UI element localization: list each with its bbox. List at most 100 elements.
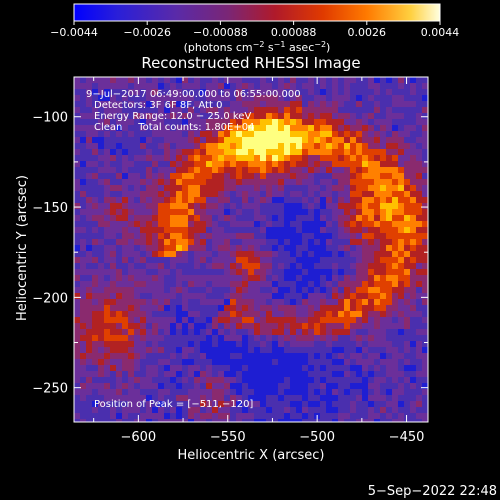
heatmap-cell bbox=[236, 83, 243, 90]
heatmap-cell bbox=[302, 245, 309, 252]
heatmap-cell bbox=[92, 263, 99, 270]
heatmap-cell bbox=[254, 263, 261, 270]
heatmap-cell bbox=[152, 161, 159, 168]
heatmap-cell bbox=[332, 161, 339, 168]
heatmap-cell bbox=[164, 329, 171, 336]
heatmap-cell bbox=[344, 419, 351, 422]
heatmap-cell bbox=[356, 191, 363, 198]
heatmap-cell bbox=[152, 275, 159, 282]
heatmap-cell bbox=[266, 347, 273, 354]
heatmap-cell bbox=[116, 191, 123, 198]
heatmap-cell bbox=[206, 161, 213, 168]
heatmap-cell bbox=[284, 137, 291, 144]
heatmap-cell bbox=[374, 221, 381, 228]
heatmap-cell bbox=[92, 419, 99, 422]
heatmap-cell bbox=[266, 143, 273, 150]
heatmap-cell bbox=[110, 125, 117, 132]
heatmap-cell bbox=[158, 371, 165, 378]
heatmap-cell bbox=[326, 365, 333, 372]
heatmap-cell bbox=[290, 155, 297, 162]
heatmap-cell bbox=[188, 155, 195, 162]
heatmap-cell bbox=[314, 113, 321, 120]
heatmap-cell bbox=[110, 395, 117, 402]
heatmap-cell bbox=[86, 161, 93, 168]
heatmap-cell bbox=[176, 185, 183, 192]
heatmap-cell bbox=[188, 353, 195, 360]
heatmap-cell bbox=[206, 149, 213, 156]
heatmap-cell bbox=[368, 263, 375, 270]
heatmap-cell bbox=[284, 89, 291, 96]
heatmap-cell bbox=[260, 167, 267, 174]
heatmap-cell bbox=[368, 119, 375, 126]
heatmap-cell bbox=[266, 101, 273, 108]
heatmap-cell bbox=[368, 335, 375, 342]
heatmap-cell bbox=[380, 155, 387, 162]
heatmap-cell bbox=[332, 281, 339, 288]
heatmap-cell bbox=[200, 107, 207, 114]
heatmap-cell bbox=[110, 209, 117, 216]
heatmap-cell bbox=[362, 293, 369, 300]
heatmap-cell bbox=[86, 131, 93, 138]
heatmap-cell bbox=[176, 335, 183, 342]
heatmap-cell bbox=[272, 275, 279, 282]
heatmap-cell bbox=[374, 119, 381, 126]
heatmap-cell bbox=[224, 401, 231, 408]
heatmap-cell bbox=[146, 101, 153, 108]
heatmap-cell bbox=[416, 101, 423, 108]
heatmap-cell bbox=[368, 395, 375, 402]
heatmap-cell bbox=[128, 353, 135, 360]
heatmap-cell bbox=[344, 233, 351, 240]
heatmap-cell bbox=[302, 77, 309, 84]
heatmap-cell bbox=[356, 95, 363, 102]
heatmap-cell bbox=[290, 287, 297, 294]
heatmap-cell bbox=[92, 395, 99, 402]
heatmap-cell bbox=[170, 305, 177, 312]
heatmap-cell bbox=[152, 413, 159, 420]
heatmap-cell bbox=[206, 317, 213, 324]
heatmap-cell bbox=[410, 233, 417, 240]
heatmap-cell bbox=[278, 419, 285, 422]
heatmap-cell bbox=[314, 191, 321, 198]
heatmap-cell bbox=[104, 305, 111, 312]
heatmap-cell bbox=[116, 83, 123, 90]
heatmap-cell bbox=[218, 401, 225, 408]
heatmap-cell bbox=[338, 197, 345, 204]
heatmap-cell bbox=[188, 125, 195, 132]
heatmap-cell bbox=[176, 377, 183, 384]
heatmap-cell bbox=[128, 275, 135, 282]
heatmap-cell bbox=[152, 281, 159, 288]
heatmap-cell bbox=[104, 395, 111, 402]
heatmap-cell bbox=[128, 329, 135, 336]
heatmap-cell bbox=[338, 239, 345, 246]
heatmap-cell bbox=[140, 251, 147, 258]
heatmap-cell bbox=[206, 257, 213, 264]
heatmap-cell bbox=[350, 269, 357, 276]
heatmap-cell bbox=[380, 245, 387, 252]
heatmap-cell bbox=[152, 143, 159, 150]
heatmap-cell bbox=[386, 287, 393, 294]
heatmap-cell bbox=[98, 209, 105, 216]
heatmap-cell bbox=[380, 101, 387, 108]
heatmap-cell bbox=[362, 407, 369, 414]
heatmap-cell bbox=[74, 227, 81, 234]
heatmap-cell bbox=[272, 89, 279, 96]
heatmap-cell bbox=[398, 263, 405, 270]
heatmap-cell bbox=[272, 227, 279, 234]
heatmap-cell bbox=[296, 215, 303, 222]
heatmap-cell bbox=[260, 95, 267, 102]
heatmap-cell bbox=[374, 281, 381, 288]
heatmap-cell bbox=[164, 311, 171, 318]
heatmap-cell bbox=[248, 173, 255, 180]
heatmap-cell bbox=[158, 311, 165, 318]
heatmap-cell bbox=[338, 401, 345, 408]
heatmap-cell bbox=[422, 143, 428, 150]
heatmap-cell bbox=[92, 287, 99, 294]
heatmap-cell bbox=[314, 245, 321, 252]
heatmap-cell bbox=[308, 365, 315, 372]
heatmap-cell bbox=[242, 359, 249, 366]
heatmap-cell bbox=[272, 161, 279, 168]
heatmap-cell bbox=[200, 407, 207, 414]
heatmap-cell bbox=[242, 275, 249, 282]
heatmap-cell bbox=[278, 335, 285, 342]
heatmap-cell bbox=[272, 137, 279, 144]
